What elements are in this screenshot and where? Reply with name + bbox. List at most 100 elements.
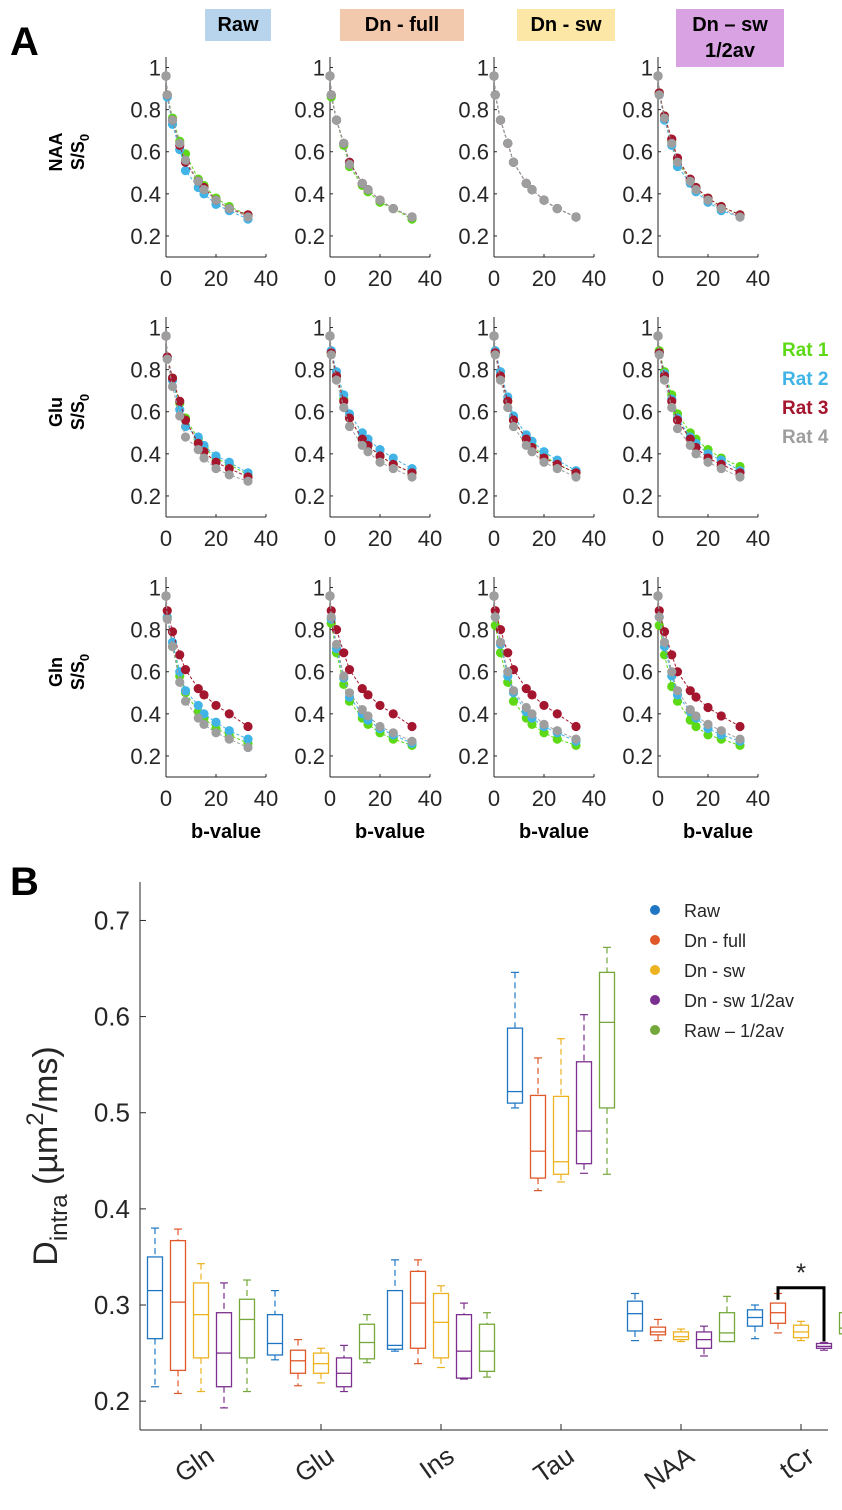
series-line-rat-1 xyxy=(657,335,741,467)
data-point-rat-4 xyxy=(325,591,335,601)
legend-marker-1 xyxy=(650,935,660,945)
data-point-rat-3 xyxy=(503,396,513,406)
x-tick-label: 40 xyxy=(582,786,606,811)
data-point-rat-3 xyxy=(193,683,203,694)
data-point-rat-4 xyxy=(654,350,664,360)
subplot-r0-c1: 0.2 0.4 0.6 0.8 1 0 20 40 xyxy=(294,56,442,291)
data-point-rat-3 xyxy=(199,690,209,700)
data-point-rat-4 xyxy=(667,402,677,413)
x-tick-label: 20 xyxy=(204,786,228,811)
x-tick-label: 20 xyxy=(532,526,556,551)
box-tau-1 xyxy=(529,1057,547,1192)
box-iqr xyxy=(575,1061,593,1165)
box-tau-4 xyxy=(598,946,616,1175)
data-point-rat-4 xyxy=(703,719,713,729)
data-point-rat-4 xyxy=(508,157,519,167)
x-tick-label: 0 xyxy=(324,266,336,291)
y-tick-label: 0.4 xyxy=(622,702,653,727)
x-axis-label-2: b-value xyxy=(519,821,589,843)
data-point-rat-4 xyxy=(503,667,513,677)
data-point-rat-4 xyxy=(495,115,506,125)
subplot-r2-c1: 0.2 0.4 0.6 0.8 1 0 20 40 xyxy=(294,576,442,811)
box-iqr xyxy=(529,1094,547,1179)
significance-bracket xyxy=(776,1286,826,1342)
box-iqr xyxy=(289,1349,307,1374)
data-point-rat-4 xyxy=(199,719,209,729)
series-line-rat-4 xyxy=(329,595,413,742)
x-tick-label: 20 xyxy=(532,266,556,291)
subplot-r2-c3: 0.2 0.4 0.6 0.8 1 0 20 40 xyxy=(622,576,770,811)
series-line-rat-4 xyxy=(493,75,577,218)
data-point-rat-4 xyxy=(180,696,191,706)
data-point-rat-4 xyxy=(539,457,549,467)
y-tick-label: 0.8 xyxy=(294,358,325,383)
data-point-rat-3 xyxy=(659,627,670,637)
box-iqr xyxy=(386,1289,404,1350)
data-point-rat-4 xyxy=(653,71,663,81)
column-title-bg-1 xyxy=(340,9,464,41)
data-point-rat-4 xyxy=(357,440,367,451)
data-point-rat-3 xyxy=(672,415,683,425)
y-tick-label: 0.4 xyxy=(458,702,489,727)
x-tick-label: Ins xyxy=(414,1440,460,1484)
data-point-rat-3 xyxy=(224,709,234,719)
series-line-rat-4 xyxy=(657,335,741,478)
box-iqr xyxy=(838,1312,842,1335)
column-title-3-line-1: 1/2av xyxy=(705,40,756,62)
y-tick-label: 0.6 xyxy=(622,140,653,165)
data-point-rat-3 xyxy=(167,627,178,637)
y-tick-label: 0.2 xyxy=(622,484,653,509)
box-glu-2 xyxy=(312,1347,330,1384)
data-point-rat-3 xyxy=(193,438,203,448)
column-title-1-line-0: Dn - full xyxy=(365,14,439,36)
data-point-rat-4 xyxy=(167,381,178,392)
data-point-rat-4 xyxy=(654,612,664,622)
data-point-rat-3 xyxy=(691,692,701,702)
data-point-rat-3 xyxy=(375,700,385,711)
box-ins-1 xyxy=(409,1259,427,1365)
data-point-rat-2 xyxy=(193,700,203,711)
data-point-rat-2 xyxy=(211,717,221,727)
data-point-rat-4 xyxy=(489,71,499,81)
x-tick-label: 0 xyxy=(652,526,664,551)
data-point-rat-3 xyxy=(211,700,221,711)
data-point-rat-4 xyxy=(527,185,537,195)
legend-label-1: Dn - full xyxy=(684,931,746,951)
box-gln-4 xyxy=(238,1279,256,1393)
data-point-rat-4 xyxy=(716,463,726,474)
data-point-rat-4 xyxy=(357,705,367,715)
data-point-rat-4 xyxy=(659,375,670,385)
y-tick-label: 1 xyxy=(149,576,161,601)
data-point-rat-4 xyxy=(521,440,531,451)
x-tick-label: 0 xyxy=(324,786,336,811)
x-tick-label: tCr xyxy=(774,1440,820,1485)
data-point-rat-3 xyxy=(339,396,349,406)
data-point-rat-4 xyxy=(375,195,385,205)
y-tick-label: 0.2 xyxy=(294,744,325,769)
y-tick-label: 0.6 xyxy=(130,140,161,165)
box-iqr xyxy=(192,1282,210,1359)
data-point-rat-4 xyxy=(162,614,172,624)
y-tick-label: 0.8 xyxy=(622,358,653,383)
data-point-rat-4 xyxy=(161,71,171,81)
box-gln-0 xyxy=(146,1227,164,1388)
data-point-rat-4 xyxy=(326,350,336,360)
data-point-rat-2 xyxy=(224,457,234,467)
data-point-rat-4 xyxy=(243,742,253,753)
series-line-rat-1 xyxy=(329,75,413,220)
data-point-rat-1 xyxy=(527,719,537,729)
series-line-rat-1 xyxy=(657,595,741,746)
box-ins-0 xyxy=(386,1259,404,1352)
y-tick-label: 0.8 xyxy=(622,618,653,643)
data-point-rat-4 xyxy=(357,178,367,188)
box-iqr xyxy=(552,1095,570,1175)
x-tick-label: 0 xyxy=(160,786,172,811)
data-point-rat-4 xyxy=(199,185,209,195)
series-line-rat-4 xyxy=(493,335,577,478)
row-label-Glu: Glu xyxy=(46,397,66,427)
x-tick-label: 20 xyxy=(204,526,228,551)
data-point-rat-3 xyxy=(243,721,253,732)
x-tick-label: 40 xyxy=(254,786,278,811)
data-point-rat-4 xyxy=(162,90,172,100)
y-tick-label: 1 xyxy=(641,316,653,341)
